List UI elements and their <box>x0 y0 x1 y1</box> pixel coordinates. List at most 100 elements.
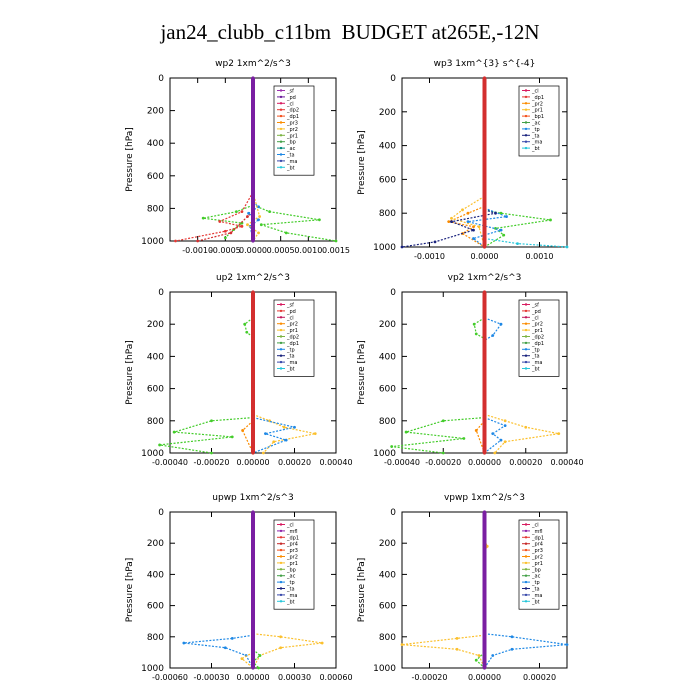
profile-marker <box>251 568 255 573</box>
legend-marker <box>279 574 283 577</box>
legend-label: _mfl <box>531 529 543 535</box>
profile-marker <box>251 117 255 121</box>
profile-marker <box>482 387 487 391</box>
series-line-_dp1 <box>159 417 254 454</box>
series-marker <box>282 425 286 429</box>
legend-label: _ac <box>531 574 541 580</box>
profile-marker <box>482 290 487 294</box>
profile-marker <box>251 623 255 627</box>
profile-marker <box>251 109 255 113</box>
profile-marker <box>251 537 255 541</box>
profile-marker <box>251 607 255 612</box>
legend-marker <box>524 121 528 124</box>
profile-marker <box>482 666 487 670</box>
profile-marker <box>251 650 255 655</box>
profile-marker <box>482 156 487 160</box>
chart-title: vpwp 1xm^2/s^3 <box>444 493 525 503</box>
legend-label: _bp <box>531 567 541 573</box>
profile-marker <box>482 646 487 651</box>
legend-label: _ma <box>531 593 542 599</box>
series-marker <box>390 445 394 448</box>
series-marker <box>485 544 489 548</box>
series-marker <box>210 451 213 455</box>
profile-marker <box>251 235 255 239</box>
series-line-_ta <box>401 209 496 248</box>
profile-marker <box>482 220 487 224</box>
profile-marker <box>482 635 487 639</box>
legend-label: _ma <box>531 360 542 366</box>
legend-label: _ta <box>531 587 540 593</box>
series-line-_bp <box>203 204 254 239</box>
profile-marker <box>251 431 255 435</box>
profile-marker <box>251 174 255 178</box>
legend-marker <box>524 354 528 357</box>
legend-marker <box>279 335 283 338</box>
profile-marker <box>251 643 255 647</box>
legend-marker <box>279 542 283 545</box>
x-tick-label: 0.0000 <box>471 252 499 261</box>
x-tick-label: 0.0010 <box>526 252 554 261</box>
series-marker <box>320 641 324 645</box>
legend-label: _tp <box>531 580 540 586</box>
series-marker <box>477 654 481 657</box>
profile-marker <box>251 435 255 439</box>
profile-marker <box>251 526 255 530</box>
profile-marker <box>482 105 487 110</box>
profile-marker <box>251 654 255 658</box>
y-axis-label: Pressure [hPa] <box>125 558 135 623</box>
series-marker <box>524 425 528 429</box>
profile-marker <box>482 615 487 619</box>
y-tick-label: 800 <box>147 204 164 214</box>
series-marker <box>472 237 475 240</box>
profile-marker <box>251 366 255 371</box>
profile-marker <box>482 245 487 249</box>
series-marker <box>565 643 569 646</box>
legend-label: _pr4 <box>286 542 298 548</box>
legend-box <box>518 299 560 377</box>
series-marker <box>510 635 514 639</box>
profile-marker <box>251 290 255 294</box>
profile-marker <box>482 443 487 447</box>
legend-label: _ta <box>531 354 540 360</box>
y-tick-label: 600 <box>147 602 164 612</box>
series-marker <box>499 438 503 442</box>
profile-marker <box>482 378 487 383</box>
series-marker <box>491 334 495 337</box>
profile-marker <box>482 350 487 354</box>
profile-marker <box>482 76 487 80</box>
legend-label: _ta <box>531 133 540 139</box>
profile-marker <box>251 330 255 334</box>
x-tick-label: -0.00020 <box>194 458 230 467</box>
profile-marker <box>482 89 487 93</box>
profile-marker <box>482 415 487 419</box>
series-marker <box>240 657 244 661</box>
profile-marker <box>251 338 255 342</box>
profile-marker <box>482 346 487 350</box>
series-line-_ta <box>484 417 507 454</box>
y-tick-label: 600 <box>147 385 164 395</box>
legend-label: _pr3 <box>531 548 543 554</box>
series-line-_tp <box>183 634 254 669</box>
profile-marker <box>251 529 255 534</box>
legend-label: _dp1 <box>286 114 299 120</box>
series-marker <box>247 211 250 215</box>
legend-label: _ta <box>286 587 295 593</box>
legend-marker <box>524 140 528 143</box>
series-marker <box>268 210 271 214</box>
series-marker <box>182 641 186 645</box>
profile-marker <box>251 231 255 235</box>
y-tick-label: 200 <box>379 108 396 118</box>
profile-marker <box>482 391 487 395</box>
series-marker <box>334 239 338 243</box>
series-marker <box>229 231 233 235</box>
profile-marker <box>482 84 487 89</box>
profile-marker <box>482 236 487 241</box>
legend-label: _bt <box>286 165 295 171</box>
profile-marker <box>251 170 255 174</box>
legend-marker <box>279 561 283 565</box>
profile-marker <box>251 125 255 129</box>
legend-label: _bt <box>286 599 295 605</box>
legend-label: _tp <box>286 347 295 353</box>
series-marker <box>293 425 296 429</box>
legend-label: _cl <box>531 89 539 95</box>
